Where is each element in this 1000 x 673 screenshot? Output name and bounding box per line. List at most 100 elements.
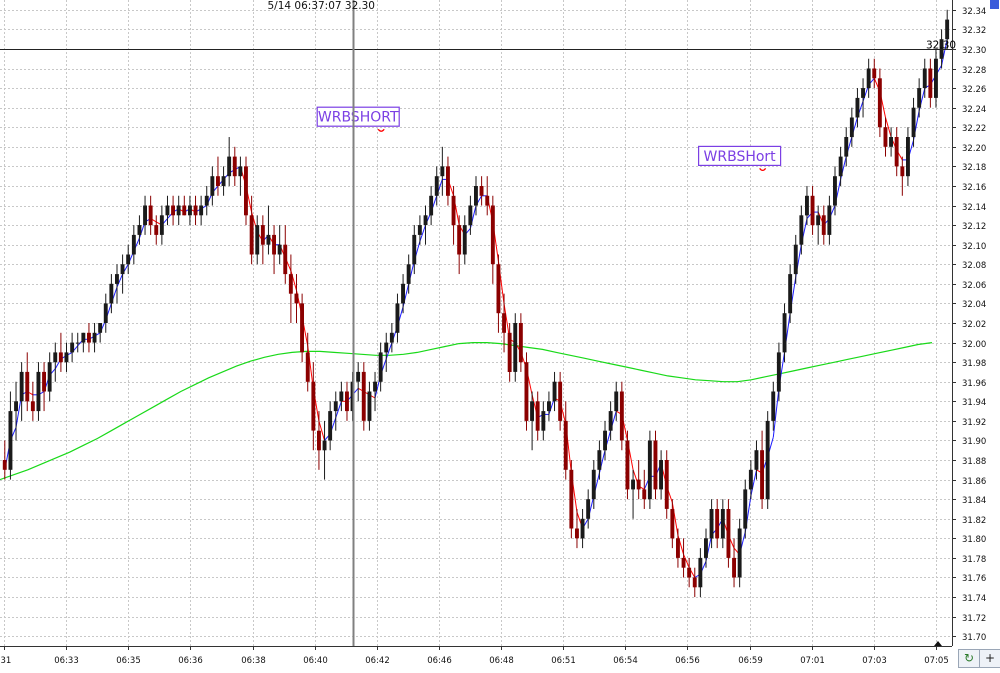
slow-moving-average-line [0, 342, 933, 481]
candle-body-down [872, 68, 877, 79]
y-tick-label: 32.20 [962, 144, 986, 154]
candle-body-down [507, 332, 512, 372]
fast-moving-average-segment [683, 554, 690, 568]
candle-body-up [474, 186, 478, 206]
candle-body-down [446, 166, 450, 196]
candle-body-up [922, 68, 927, 89]
candle-body-down [485, 195, 490, 206]
x-tick-label: 06:33 [54, 656, 79, 666]
candle-body-up [614, 391, 619, 412]
candle-body-up [328, 411, 333, 441]
candle-body-up [255, 225, 260, 255]
y-tick-label: 32.32 [962, 26, 986, 36]
candle-body-down [619, 391, 624, 441]
candle-body-up [743, 489, 748, 529]
add-button[interactable]: + [979, 649, 1000, 668]
y-tick-label: 32.28 [962, 66, 986, 76]
candle-body-down [636, 479, 641, 490]
y-tick-label: 31.80 [962, 535, 986, 545]
candle-body-up [737, 528, 742, 578]
candle-body-up [659, 460, 663, 490]
y-tick-label: 31.96 [962, 379, 986, 389]
candle-body-up [238, 166, 243, 177]
x-tick-label: 06:40 [303, 656, 328, 666]
y-tick-label: 32.08 [962, 261, 986, 271]
candle-body-up [356, 371, 361, 382]
candle-body-up [109, 283, 114, 304]
candle-body-up [389, 332, 394, 343]
candle-body-up [608, 411, 613, 431]
candle-body-up [861, 88, 865, 98]
candle-body-down [490, 205, 495, 265]
candle-body-down [877, 78, 882, 128]
candle-body-up [120, 264, 125, 275]
candle-body-up [541, 411, 546, 431]
candle-body-up [547, 401, 551, 412]
candle-body-up [92, 332, 97, 343]
y-tick-label: 31.88 [962, 457, 986, 467]
refresh-button[interactable]: ↻ [958, 649, 980, 668]
y-tick-label: 31.74 [962, 594, 986, 604]
candle-body-up [412, 234, 417, 265]
candle-body-up [917, 88, 922, 108]
candle-body-down [681, 557, 686, 568]
y-tick-label: 31.76 [962, 574, 986, 584]
y-tick-label: 32.30 [962, 46, 986, 56]
candle-body-up [70, 342, 75, 353]
candle-body-up [19, 371, 24, 402]
y-tick-label: 31.92 [962, 418, 986, 428]
candle-body-up [429, 195, 434, 216]
crosshair-readout: 5/14 06:37:07 32.30 [268, 0, 375, 12]
candle-body-up [401, 283, 405, 304]
candle-body-up [838, 156, 843, 177]
candle-body-up [98, 323, 103, 333]
candle-body-down [216, 176, 220, 186]
x-tick-label: 06:38 [241, 656, 266, 666]
candle-body-down [260, 225, 265, 245]
candle-body-up [704, 538, 708, 558]
x-tick-label: 06:51 [551, 656, 576, 666]
candle-body-up [165, 205, 170, 216]
fast-moving-average-segment [772, 388, 780, 438]
y-tick-label: 32.16 [962, 183, 986, 193]
candle-body-up [159, 215, 164, 235]
candle-body-down [894, 137, 899, 167]
candle-body-up [81, 332, 86, 343]
candle-body-up [384, 342, 389, 353]
candle-body-up [698, 557, 703, 588]
candle-body-up [266, 234, 271, 245]
candle-body-down [535, 401, 540, 431]
annotation-label: WRBSHORT [318, 110, 399, 126]
candle-body-down [732, 557, 736, 578]
x-tick-label: :31 [0, 656, 11, 666]
candle-body-up [333, 401, 338, 412]
candle-body-up [75, 342, 80, 344]
y-tick-label: 32.12 [962, 222, 986, 232]
y-tick-label: 32.06 [962, 281, 986, 291]
candle-body-up [395, 303, 400, 333]
candle-body-up [709, 509, 714, 539]
candle-body-down [653, 440, 658, 490]
candle-body-up [468, 205, 473, 226]
x-tick-label: 06:56 [675, 656, 700, 666]
candle-body-up [204, 195, 209, 206]
candle-body-down [575, 528, 579, 539]
candle-body-down [58, 352, 63, 363]
candle-body-up [53, 352, 58, 363]
candle-body-up [805, 195, 809, 216]
candle-body-up [378, 352, 383, 382]
candle-body-up [406, 264, 411, 284]
y-tick-label: 32.14 [962, 203, 986, 213]
candle-body-down [502, 313, 506, 333]
candle-body-up [143, 205, 147, 226]
x-tick-label: 06:54 [613, 656, 638, 666]
candle-body-up [440, 166, 445, 177]
candle-body-down [171, 205, 175, 216]
candle-body-down [558, 381, 563, 421]
y-tick-label: 31.78 [962, 555, 986, 565]
fast-moving-average-segment [318, 420, 325, 441]
candle-body-up [603, 430, 607, 451]
candle-body-down [148, 205, 153, 226]
